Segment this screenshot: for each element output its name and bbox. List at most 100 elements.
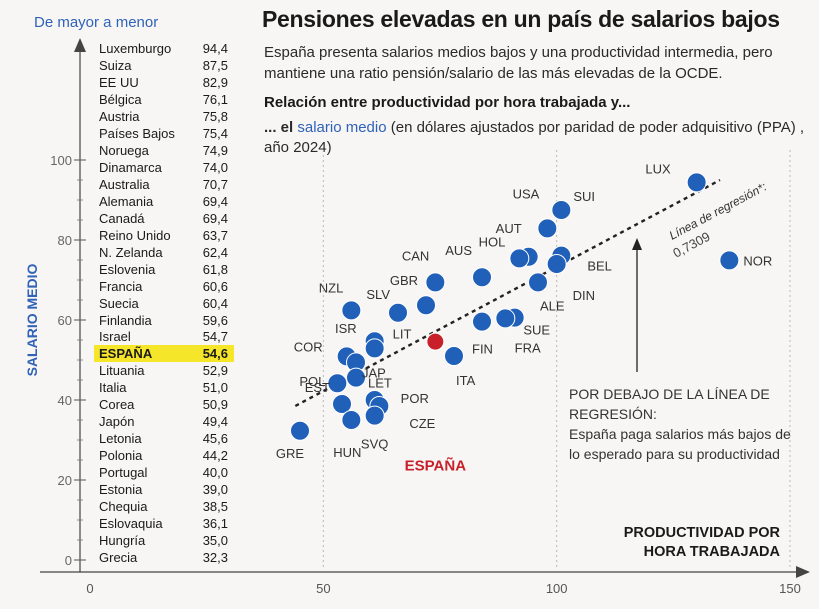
ranking-country: Francia bbox=[99, 278, 143, 294]
point-label: POR bbox=[401, 391, 429, 406]
y-axis-title: SALARIO MEDIO bbox=[24, 263, 40, 377]
spain-point bbox=[426, 332, 445, 351]
y-tick-label: 40 bbox=[58, 393, 72, 408]
ranking-row: EE UU 82,9 bbox=[94, 74, 234, 91]
ranking-row: ESPAÑA 54,6 bbox=[94, 345, 234, 363]
point-label: EST bbox=[305, 380, 330, 395]
ranking-value: 51,0 bbox=[202, 380, 228, 396]
ranking-value: 36,1 bbox=[202, 516, 228, 532]
ranking-value: 61,8 bbox=[202, 261, 228, 277]
ranking-row: Grecia 32,3 bbox=[94, 549, 234, 566]
note-title: POR DEBAJO DE LA LÍNEA DE REGRESIÓN: bbox=[569, 386, 770, 422]
axes bbox=[40, 38, 810, 578]
ranking-country: Polonia bbox=[99, 448, 143, 464]
ranking-row: Japón 49,4 bbox=[94, 413, 234, 430]
ranking-value: 39,0 bbox=[202, 482, 228, 498]
country-point bbox=[686, 172, 707, 193]
x-tick-label: 100 bbox=[546, 581, 568, 596]
point-label: LUX bbox=[645, 161, 671, 176]
country-point bbox=[364, 338, 385, 359]
ranking-country: Chequia bbox=[99, 499, 148, 515]
page-subtitle: España presenta salarios medios bajos y … bbox=[264, 44, 773, 82]
ranking-row: Eslovaquia 36,1 bbox=[94, 515, 234, 532]
point-label: ITA bbox=[456, 373, 476, 388]
ranking-value: 87,5 bbox=[202, 57, 228, 73]
x-axis-title-text: PRODUCTIVIDAD POR HORA TRABAJADA bbox=[623, 525, 780, 560]
ranking-value: 76,1 bbox=[202, 91, 228, 107]
ranking-row: Estonia 39,0 bbox=[94, 481, 234, 498]
point-label: ISR bbox=[335, 321, 357, 336]
ranking-value: 70,7 bbox=[202, 176, 228, 192]
ranking-row: Canadá 69,4 bbox=[94, 210, 234, 227]
country-point bbox=[346, 367, 366, 388]
country-point bbox=[528, 272, 548, 293]
ranking-country: Luxemburgo bbox=[99, 41, 172, 56]
ranking-row: Francia 60,6 bbox=[94, 278, 234, 295]
point-label: NZL bbox=[319, 280, 344, 295]
ranking-country: Finlandia bbox=[99, 312, 152, 328]
ranking-value: 75,8 bbox=[202, 108, 228, 124]
ranking-country: Noruega bbox=[99, 142, 149, 158]
point-label: JAP bbox=[362, 365, 386, 380]
point-label: USA bbox=[513, 186, 540, 201]
ranking-country: Alemania bbox=[99, 193, 154, 209]
ranking-row: Finlandia 59,6 bbox=[94, 312, 234, 329]
ranking-country: Dinamarca bbox=[99, 159, 162, 175]
y-tick-label: 20 bbox=[58, 473, 72, 488]
ranking-row: Corea 50,9 bbox=[94, 396, 234, 413]
note-arrow-head bbox=[632, 238, 642, 250]
country-point bbox=[341, 300, 362, 321]
point-label: FIN bbox=[472, 342, 493, 357]
country-point bbox=[341, 410, 362, 430]
ranking-row: Polonia 44,2 bbox=[94, 447, 234, 464]
ranking-row: Italia 51,0 bbox=[94, 379, 234, 396]
x-axis-title: PRODUCTIVIDAD POR HORA TRABAJADA bbox=[600, 524, 780, 562]
country-point bbox=[472, 311, 492, 332]
points bbox=[290, 172, 740, 441]
ranking-value: 69,4 bbox=[202, 210, 228, 226]
metric-prefix: ... el bbox=[264, 119, 298, 136]
metric-description: ... el salario medio (en dólares ajustad… bbox=[264, 118, 812, 158]
ranking-row: Dinamarca 74,0 bbox=[94, 159, 234, 176]
ranking-country: Eslovaquia bbox=[99, 516, 163, 532]
ranking-country: Eslovenia bbox=[99, 261, 156, 277]
ranking-row: Hungría 35,0 bbox=[94, 532, 234, 549]
point-label: GBR bbox=[390, 273, 418, 288]
ranking-row: N. Zelanda 62,4 bbox=[94, 244, 234, 261]
ranking-country: Grecia bbox=[99, 550, 138, 566]
ranking-value: 60,4 bbox=[202, 295, 228, 311]
ranking-value: 69,4 bbox=[202, 193, 228, 209]
ranking-value: 63,7 bbox=[202, 227, 228, 243]
country-point bbox=[388, 302, 408, 323]
point-label: GRE bbox=[276, 446, 305, 461]
country-point bbox=[327, 373, 348, 394]
ranking-country: Japón bbox=[99, 414, 135, 430]
ranking-country: Suiza bbox=[99, 57, 132, 73]
x-tick-label: 150 bbox=[779, 581, 801, 596]
point-label: SLV bbox=[366, 287, 390, 302]
ranking-country: Estonia bbox=[99, 482, 143, 498]
point-label: DIN bbox=[573, 288, 595, 303]
ranking-row: Noruega 74,9 bbox=[94, 142, 234, 159]
ranking-row: Chequia 38,5 bbox=[94, 498, 234, 515]
ranking-country: Hungría bbox=[99, 533, 146, 549]
y-tick-label: 80 bbox=[58, 233, 72, 248]
point-label: AUS bbox=[445, 243, 472, 258]
point-label: FRA bbox=[515, 341, 541, 356]
point-label: ALE bbox=[540, 298, 565, 313]
ranking-country: Reino Unido bbox=[99, 227, 171, 243]
ranking-value: 50,9 bbox=[202, 397, 228, 413]
ranking-country: Suecia bbox=[99, 295, 139, 311]
ranking-value: 44,2 bbox=[202, 448, 228, 464]
ranking-row: Suiza 87,5 bbox=[94, 57, 234, 74]
chart-question: Relación entre productividad por hora tr… bbox=[264, 94, 631, 111]
ranking-row: Portugal 40,0 bbox=[94, 464, 234, 481]
note-arrow bbox=[632, 238, 642, 372]
y-tick-label: 100 bbox=[50, 153, 72, 168]
ranking-country: Países Bajos bbox=[99, 125, 175, 141]
ranking-row: Letonia 45,6 bbox=[94, 430, 234, 447]
point-label: BEL bbox=[587, 259, 612, 274]
ranking-value: 74,0 bbox=[202, 159, 228, 175]
ranking-row: Austria 75,8 bbox=[94, 108, 234, 125]
ranking-row: Países Bajos 75,4 bbox=[94, 125, 234, 142]
